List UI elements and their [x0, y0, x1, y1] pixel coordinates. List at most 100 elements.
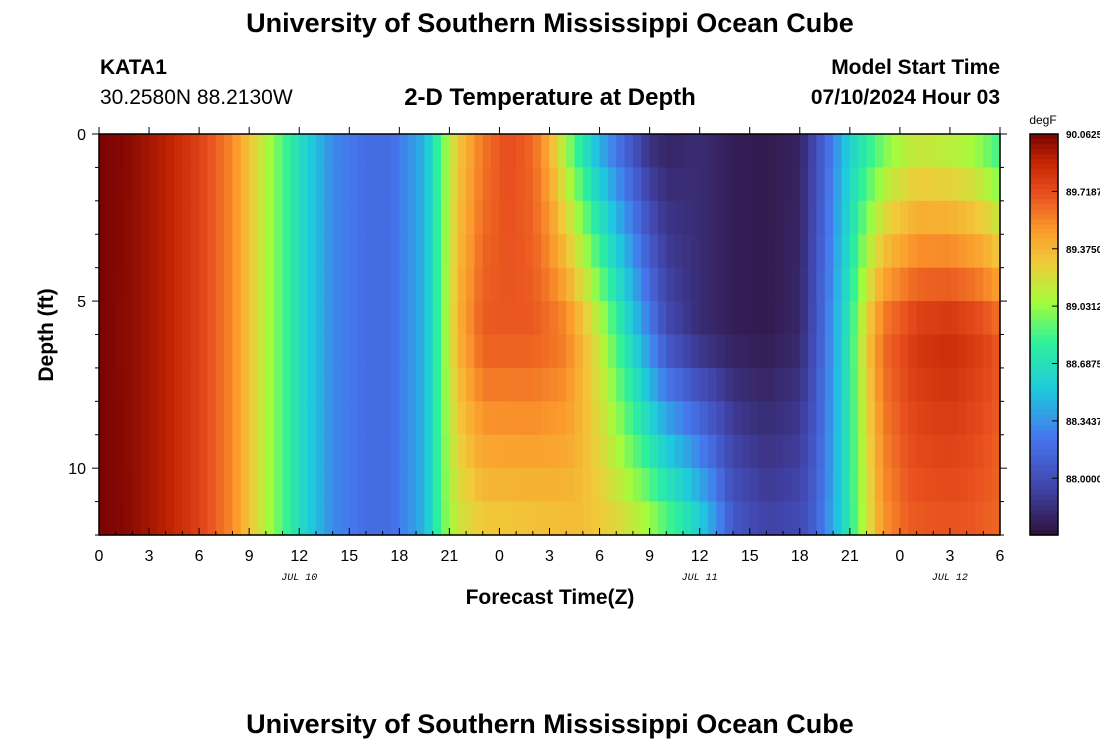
heatmap-cell [290, 234, 300, 269]
heatmap-cell [165, 200, 175, 235]
colorbar-segment [1030, 239, 1058, 245]
heatmap-cell [190, 501, 200, 536]
heatmap-cell [632, 267, 642, 302]
heatmap-cell [566, 401, 576, 436]
heatmap-cell [883, 267, 893, 302]
heatmap-cell [974, 267, 984, 302]
heatmap-cell [374, 401, 384, 436]
colorbar-label: 88.0000 [1066, 474, 1100, 485]
colorbar-segment [1030, 449, 1058, 456]
heatmap-cell [491, 468, 501, 503]
heatmap-cell [657, 301, 667, 336]
heatmap-cell [974, 468, 984, 503]
heatmap-cell [282, 301, 292, 336]
y-tick-label: 10 [68, 461, 86, 478]
heatmap-cell [941, 434, 951, 469]
heatmap-cell [657, 267, 667, 302]
colorbar-segment [1030, 279, 1058, 285]
heatmap-cell [733, 234, 742, 269]
heatmap-cell [899, 200, 909, 235]
x-tick-label: 15 [340, 548, 358, 565]
heatmap-cell [866, 468, 876, 503]
colorbar-segment [1030, 284, 1058, 290]
heatmap-cell [758, 301, 768, 336]
heatmap-cell [174, 200, 184, 235]
heatmap-cell [899, 501, 909, 536]
heatmap-cell [983, 200, 993, 235]
heatmap-cell [249, 468, 259, 503]
heatmap-cell [132, 468, 142, 503]
heatmap-cell [991, 301, 1001, 336]
heatmap-cell [724, 301, 734, 336]
heatmap-cell [149, 367, 158, 402]
heatmap-cell [624, 267, 634, 302]
heatmap-cell [724, 234, 734, 269]
heatmap-cell [349, 167, 359, 202]
heatmap-cell [449, 301, 459, 336]
heatmap-cell [674, 434, 684, 469]
heatmap-cell [299, 234, 309, 269]
heatmap-cell [365, 334, 375, 369]
heatmap-cell [224, 301, 234, 336]
heatmap-cell [132, 401, 142, 436]
heatmap-cell [766, 234, 776, 269]
heatmap-cell [724, 267, 734, 302]
heatmap-cell [632, 468, 642, 503]
heatmap-cell [624, 434, 634, 469]
colorbar-segment [1030, 469, 1058, 476]
heatmap-cell [541, 301, 551, 336]
heatmap-cell [290, 434, 300, 469]
heatmap-cell [799, 200, 809, 235]
heatmap-cell [816, 200, 826, 235]
heatmap-cell [307, 401, 317, 436]
heatmap-cell [566, 200, 576, 235]
heatmap-cell [566, 334, 576, 369]
heatmap-cell [507, 401, 517, 436]
colorbar-label: 89.7187 [1066, 187, 1100, 198]
heatmap-cell [257, 200, 267, 235]
heatmap-cell [708, 367, 717, 402]
heatmap-cell [149, 434, 158, 469]
heatmap-cell [733, 200, 742, 235]
heatmap-cell [682, 367, 692, 402]
heatmap-cell [966, 334, 976, 369]
heatmap-cell [874, 267, 884, 302]
heatmap-cell [215, 301, 225, 336]
heatmap-cell [966, 301, 976, 336]
heatmap-cell [190, 434, 200, 469]
heatmap-cell [916, 301, 926, 336]
colorbar-segment [1030, 499, 1058, 506]
heatmap-cell [674, 200, 684, 235]
heatmap-cell [582, 367, 592, 402]
heatmap-cell [232, 200, 242, 235]
heatmap-cell [816, 501, 826, 536]
heatmap-cell [482, 334, 492, 369]
heatmap-cell [824, 134, 834, 169]
heatmap-cell [524, 134, 534, 169]
heatmap-cell [274, 501, 284, 536]
heatmap-cell [416, 367, 425, 402]
heatmap-cell [741, 301, 751, 336]
heatmap-cell [733, 167, 742, 202]
colorbar-segment [1030, 474, 1058, 481]
heatmap-cell [365, 401, 375, 436]
heatmap-cell [716, 501, 726, 536]
heatmap-cell [899, 267, 909, 302]
heatmap-cell [741, 134, 751, 169]
heatmap-cell [632, 434, 642, 469]
heatmap-cell [599, 234, 609, 269]
heatmap-cell [257, 434, 267, 469]
heatmap-cell [315, 367, 325, 402]
heatmap-cell [899, 301, 909, 336]
heatmap-cell [974, 134, 984, 169]
heatmap-cell [457, 501, 467, 536]
heatmap-cell [949, 200, 959, 235]
heatmap-cell [607, 200, 617, 235]
heatmap-cell [516, 167, 526, 202]
heatmap-cell [649, 267, 659, 302]
heatmap-cell [207, 401, 217, 436]
heatmap-cell [265, 367, 275, 402]
heatmap-cell [824, 167, 834, 202]
heatmap-cell [799, 434, 809, 469]
heatmap-cell [591, 401, 601, 436]
